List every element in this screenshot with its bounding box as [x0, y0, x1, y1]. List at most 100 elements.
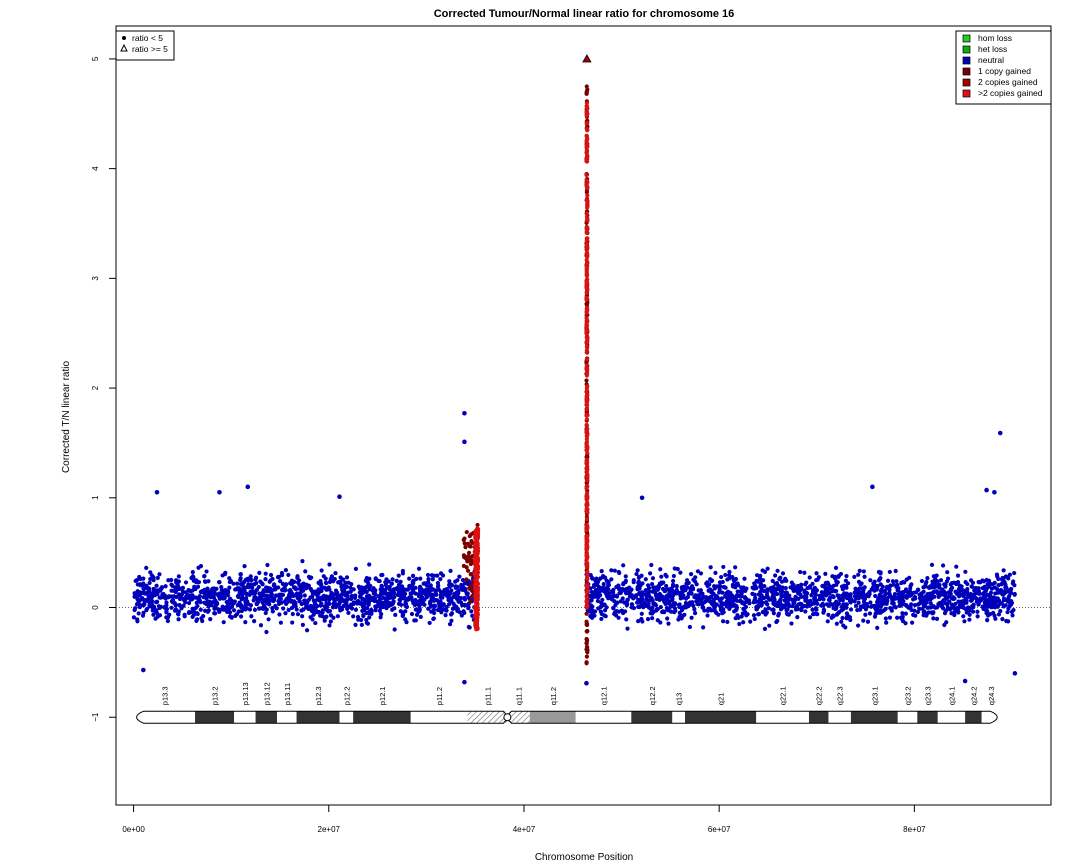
data-point — [584, 321, 589, 326]
data-point — [447, 602, 452, 607]
data-point — [887, 569, 892, 575]
data-point — [727, 569, 732, 575]
data-point — [952, 612, 957, 618]
data-point — [677, 591, 682, 596]
data-point — [360, 608, 365, 614]
data-point — [670, 598, 675, 603]
data-point — [983, 588, 989, 593]
data-point — [413, 591, 418, 596]
x-tick-label: 2e+07 — [318, 825, 341, 834]
data-point — [865, 619, 871, 624]
data-point — [584, 417, 590, 422]
legend-circle-icon — [122, 36, 126, 40]
data-point — [394, 578, 399, 583]
data-point — [464, 529, 469, 535]
data-point — [767, 623, 772, 628]
data-point — [198, 600, 203, 605]
data-point — [293, 586, 298, 591]
data-point — [444, 593, 449, 598]
data-point — [473, 624, 478, 629]
data-point — [717, 604, 723, 609]
data-point — [289, 589, 294, 595]
data-point — [228, 578, 233, 584]
data-point — [166, 595, 171, 600]
data-point — [584, 317, 590, 323]
data-point — [180, 596, 186, 601]
data-point — [254, 602, 259, 607]
data-point — [366, 602, 371, 607]
data-point — [815, 612, 820, 617]
data-point — [426, 576, 431, 582]
data-point — [365, 621, 371, 626]
data-point — [584, 348, 590, 353]
data-point — [364, 589, 369, 595]
data-point — [248, 603, 254, 608]
data-point — [269, 588, 275, 593]
data-point — [916, 587, 921, 593]
data-point — [405, 587, 410, 592]
data-point — [707, 606, 712, 611]
data-point — [473, 580, 479, 586]
y-tick-label: −1 — [91, 712, 100, 722]
data-point — [996, 612, 1002, 617]
data-point — [969, 598, 974, 603]
data-point — [214, 586, 219, 591]
y-tick-label: 5 — [91, 56, 100, 61]
data-point — [650, 605, 655, 610]
data-point — [282, 588, 287, 593]
data-point — [785, 598, 790, 603]
data-point — [666, 587, 671, 592]
data-point — [603, 591, 609, 596]
data-point — [977, 591, 982, 596]
data-point — [400, 591, 405, 596]
data-point — [473, 607, 478, 612]
data-point — [932, 594, 937, 599]
data-point — [384, 597, 389, 602]
data-point — [137, 598, 142, 603]
data-point — [730, 582, 736, 588]
data-point — [794, 596, 799, 601]
data-point — [290, 611, 295, 617]
data-point — [865, 592, 870, 597]
data-point — [584, 142, 590, 147]
data-point-triangle — [582, 54, 592, 63]
data-point — [584, 307, 589, 312]
data-point — [617, 570, 622, 576]
data-point — [810, 612, 816, 617]
data-point — [821, 610, 826, 615]
data-point — [1009, 600, 1015, 605]
data-point — [863, 612, 868, 617]
data-point — [473, 613, 478, 618]
data-point — [355, 614, 361, 620]
data-point — [602, 602, 607, 607]
data-point — [840, 598, 845, 603]
data-point — [809, 593, 814, 598]
data-point — [734, 605, 740, 610]
data-point — [386, 603, 392, 608]
data-point — [217, 580, 222, 585]
data-point — [470, 593, 475, 599]
data-point — [466, 606, 471, 611]
data-point — [419, 601, 424, 606]
data-point — [386, 579, 391, 584]
data-point — [151, 578, 156, 583]
band-q21 — [685, 711, 757, 724]
data-point — [466, 550, 472, 555]
data-point — [391, 587, 396, 592]
data-point — [631, 580, 636, 585]
data-point — [684, 581, 689, 586]
data-point — [878, 602, 883, 607]
data-point — [365, 583, 370, 589]
data-point — [798, 587, 803, 593]
data-point — [436, 583, 441, 588]
data-point — [407, 576, 412, 581]
state-legend-label: 2 copies gained — [978, 77, 1038, 87]
data-point — [878, 576, 883, 581]
data-point — [210, 600, 215, 605]
band-label: p13.3 — [160, 686, 169, 705]
legend-triangle-icon — [120, 43, 128, 52]
data-point — [141, 610, 146, 615]
data-point — [151, 586, 156, 592]
data-point — [329, 574, 335, 579]
legend-swatch — [962, 45, 971, 54]
